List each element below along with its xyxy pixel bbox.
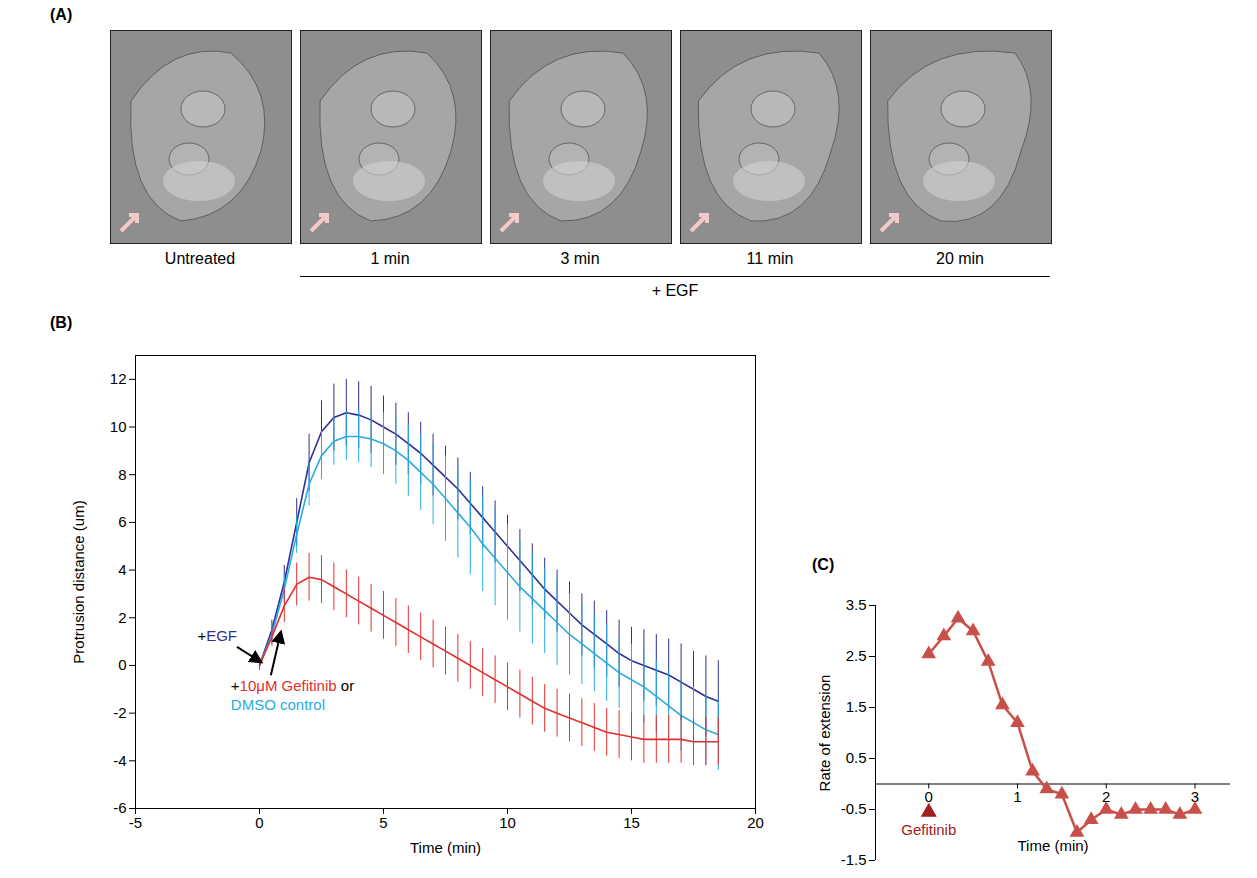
svg-text:3.5: 3.5 bbox=[846, 596, 867, 613]
svg-text:+EGF: +EGF bbox=[197, 627, 237, 644]
svg-text:15: 15 bbox=[623, 814, 640, 831]
html-text:1 min: 1 min bbox=[370, 250, 410, 267]
svg-text:-0.5: -0.5 bbox=[841, 800, 867, 817]
svg-text:6: 6 bbox=[118, 513, 126, 530]
html-text:+ EGF: + EGF bbox=[651, 282, 699, 299]
svg-text:1: 1 bbox=[1013, 788, 1021, 805]
svg-text:12: 12 bbox=[110, 370, 127, 387]
svg-text:10: 10 bbox=[110, 418, 127, 435]
svg-text:-6: -6 bbox=[113, 799, 126, 816]
html-text:Untreated: Untreated bbox=[164, 250, 236, 267]
svg-text:2: 2 bbox=[1102, 787, 1111, 805]
svg-text:0: 0 bbox=[925, 788, 933, 805]
svg-text:DMSO control: DMSO control bbox=[231, 696, 325, 713]
svg-text:0: 0 bbox=[118, 656, 126, 673]
svg-text:1.5: 1.5 bbox=[846, 698, 867, 715]
svg-text:-1.5: -1.5 bbox=[841, 851, 867, 868]
svg-text:Rate of extension: Rate of extension bbox=[816, 675, 833, 792]
svg-text:+10μM Gefitinib or: +10μM Gefitinib or bbox=[231, 677, 354, 694]
svg-text:20: 20 bbox=[747, 814, 764, 831]
svg-text:Time (min): Time (min) bbox=[1017, 837, 1088, 854]
html-text:(B): (B) bbox=[50, 314, 73, 331]
html-text:(C): (C) bbox=[812, 556, 835, 573]
svg-text:0: 0 bbox=[255, 814, 263, 831]
svg-text:10: 10 bbox=[499, 814, 516, 831]
svg-text:Time (min): Time (min) bbox=[410, 839, 481, 856]
svg-text:Protrusion distance (um): Protrusion distance (um) bbox=[70, 500, 87, 663]
svg-text:-4: -4 bbox=[113, 752, 126, 769]
svg-text:5: 5 bbox=[379, 814, 387, 831]
svg-text:Gefitinib: Gefitinib bbox=[901, 821, 956, 838]
svg-text:2: 2 bbox=[118, 609, 126, 626]
svg-text:4: 4 bbox=[118, 561, 126, 578]
svg-text:0.5: 0.5 bbox=[846, 749, 867, 766]
html-text:3 min: 3 min bbox=[560, 250, 600, 267]
svg-text:-2: -2 bbox=[113, 704, 126, 721]
html-text:(A): (A) bbox=[50, 6, 73, 23]
svg-text:3: 3 bbox=[1190, 787, 1200, 805]
svg-text:8: 8 bbox=[118, 466, 126, 483]
html-text:11 min: 11 min bbox=[746, 250, 794, 267]
svg-text:2.5: 2.5 bbox=[846, 647, 867, 664]
html-text:20 min: 20 min bbox=[936, 250, 984, 267]
svg-text:-5: -5 bbox=[129, 814, 142, 831]
